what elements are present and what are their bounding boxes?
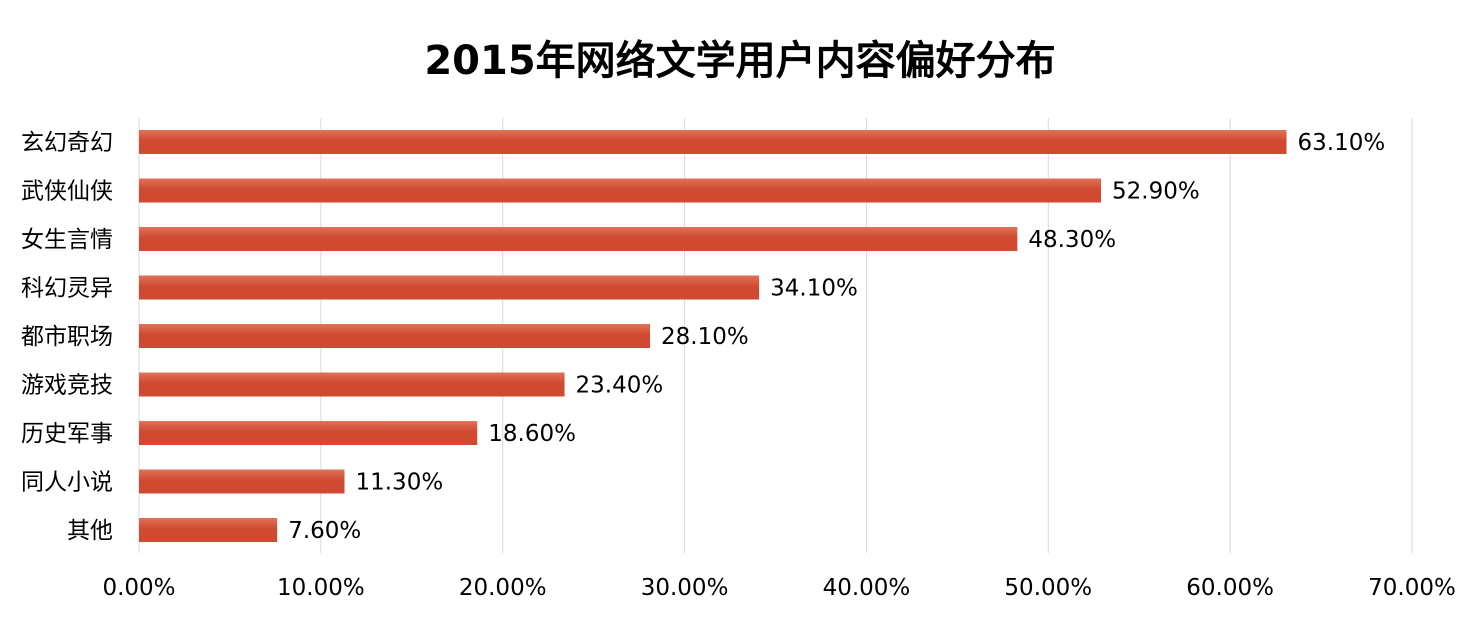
bar [139, 130, 1287, 154]
x-tick-label: 20.00% [459, 575, 547, 601]
category-label: 玄幻奇幻 [21, 130, 113, 156]
data-label: 7.60% [288, 518, 361, 544]
x-tick-label: 30.00% [641, 575, 729, 601]
x-tick-label: 50.00% [1004, 575, 1092, 601]
category-label: 其他 [67, 518, 113, 544]
category-label: 女生言情 [21, 227, 113, 253]
category-label: 同人小说 [21, 470, 113, 496]
data-label: 52.90% [1112, 179, 1200, 205]
category-label: 游戏竞技 [21, 373, 113, 399]
data-label: 63.10% [1298, 130, 1386, 156]
x-tick-label: 60.00% [1186, 575, 1274, 601]
bar [139, 324, 651, 348]
category-label: 科幻灵异 [21, 276, 113, 302]
x-tick-label: 10.00% [277, 575, 365, 601]
x-tick-label: 70.00% [1368, 575, 1456, 601]
x-tick-label: 40.00% [823, 575, 911, 601]
bar [139, 178, 1102, 203]
bar [139, 518, 278, 542]
chart-title: 2015年网络文学用户内容偏好分布 [424, 38, 1056, 84]
x-tick-labels: 0.00% 10.00% 20.00% 30.00% 40.00% 50.00% 60.00… [102, 575, 1455, 601]
data-label: 28.10% [661, 324, 749, 350]
bar [139, 469, 345, 494]
bar [139, 227, 1018, 251]
bar [139, 275, 760, 300]
category-label: 都市职场 [21, 324, 113, 350]
bars [139, 130, 1287, 542]
data-label: 23.40% [576, 373, 664, 399]
bar [139, 372, 565, 397]
x-tick-label: 0.00% [102, 575, 175, 601]
data-label: 18.60% [488, 421, 576, 447]
data-label: 34.10% [770, 276, 858, 302]
data-label: 48.30% [1028, 227, 1116, 253]
category-label: 武侠仙侠 [21, 179, 113, 205]
bar [139, 421, 478, 445]
data-label: 11.30% [355, 470, 443, 496]
data-labels: 63.10% 52.90% 48.30% 34.10% 28.10% 23.40%18.6… [288, 130, 1385, 544]
category-label: 历史军事 [21, 421, 113, 447]
